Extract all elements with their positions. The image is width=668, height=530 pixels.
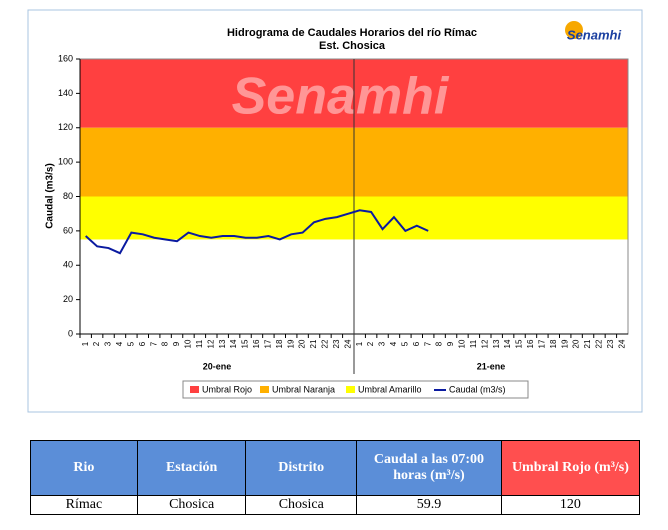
x-tick-label: 7 [149,341,158,346]
legend-swatch [346,386,355,393]
x-tick-label: 4 [389,341,398,346]
y-tick-label: 140 [58,88,73,98]
x-tick-label: 13 [218,339,227,348]
y-axis-label: Caudal (m3/s) [45,163,56,229]
x-tick-label: 2 [366,341,375,346]
table-cell: 120 [500,495,641,515]
table-header: Distrito [245,440,358,496]
x-tick-label: 1 [355,341,364,346]
x-tick-label: 24 [343,339,352,348]
x-tick-label: 21 [583,339,592,348]
legend-label: Umbral Amarillo [358,384,422,394]
x-tick-label: 10 [458,339,467,348]
logo: Senamhi [567,27,622,42]
x-tick-label: 24 [617,339,626,348]
legend-label: Caudal (m3/s) [449,384,506,394]
table-row: Rímac Chosica Chosica 59.9 120 [30,495,641,515]
x-tick-label: 17 [263,339,272,348]
flow-line [85,209,429,255]
x-tick-label: 10 [184,339,193,348]
x-tick-label: 11 [469,339,478,348]
table-header: Caudal a las 07:00 horas (m³/s) [356,440,502,496]
x-tick-label: 16 [252,339,261,348]
y-tick-label: 40 [63,260,73,270]
x-tick-label: 6 [138,341,147,346]
x-tick-label: 3 [104,341,113,346]
x-tick-label: 17 [537,339,546,348]
legend: Umbral Rojo Umbral Naranja Umbral Amarillo… [182,380,529,399]
x-tick-label: 18 [275,339,284,348]
x-tick-label: 19 [286,339,295,348]
y-tick-label: 0 [68,328,73,338]
x-tick-label: 6 [412,341,421,346]
summary-table: Rio Estación Distrito Caudal a las 07:00 ho… [30,440,641,515]
x-tick-label: 3 [378,341,387,346]
x-tick-label: 8 [435,341,444,346]
x-tick-label: 9 [172,341,181,346]
y-tick-label: 160 [58,53,73,63]
legend-label: Umbral Rojo [202,384,252,394]
logo-sun [565,21,583,39]
x-tick-label: 14 [503,339,512,348]
y-tick-label: 80 [63,191,73,201]
x-tick-label: 15 [515,339,524,348]
legend-frame [182,380,529,399]
table-header: Umbral Rojo (m³/s) [500,440,641,496]
x-tick-label: 16 [526,339,535,348]
watermark: Senamhi [232,68,450,126]
chart-title: Hidrograma de Caudales Horarios del río … [227,27,477,39]
chart-subtitle: Est. Chosica [319,40,386,52]
x-tick-label: 8 [161,341,170,346]
chart: Hidrograma de Caudales Horarios del río … [27,9,643,413]
x-tick-label: 20 [298,339,307,348]
table-cell: Chosica [136,495,247,515]
x-tick-label: 12 [480,339,489,348]
x-tick-label: 21 [309,339,318,348]
x-tick-label: 23 [332,339,341,348]
x-tick-label: 11 [195,339,204,348]
y-tick-label: 60 [63,225,73,235]
x-tick-label: 2 [92,341,101,346]
x-tick-label: 13 [492,339,501,348]
group-label: 20-ene [203,361,232,371]
group-label: 21-ene [477,361,506,371]
x-tick-label: 22 [595,339,604,348]
x-tick-label: 9 [446,341,455,346]
legend-swatch [190,386,199,393]
x-tick-label: 5 [400,341,409,346]
table-cell: Rímac [30,495,138,515]
table-cell: Chosica [245,495,358,515]
x-tick-label: 19 [560,339,569,348]
x-tick-label: 12 [206,339,215,348]
x-tick-label: 20 [572,339,581,348]
y-tick-label: 120 [58,122,73,132]
x-tick-label: 1 [81,341,90,346]
x-tick-label: 18 [549,339,558,348]
x-tick-label: 22 [321,339,330,348]
x-tick-label: 4 [115,341,124,346]
x-tick-label: 7 [423,341,432,346]
table-row: Rio Estación Distrito Caudal a las 07:00 ho… [30,440,641,496]
x-tick-label: 15 [241,339,250,348]
table-header: Rio [30,440,138,496]
y-tick-label: 20 [63,294,73,304]
legend-label: Umbral Naranja [272,384,335,394]
legend-swatch [260,386,269,393]
x-tick-label: 5 [126,341,135,346]
table-cell: 59.9 [356,495,502,515]
x-tick-label: 23 [606,339,615,348]
table-header: Estación [136,440,247,496]
y-tick-label: 100 [58,157,73,167]
x-tick-label: 14 [229,339,238,348]
